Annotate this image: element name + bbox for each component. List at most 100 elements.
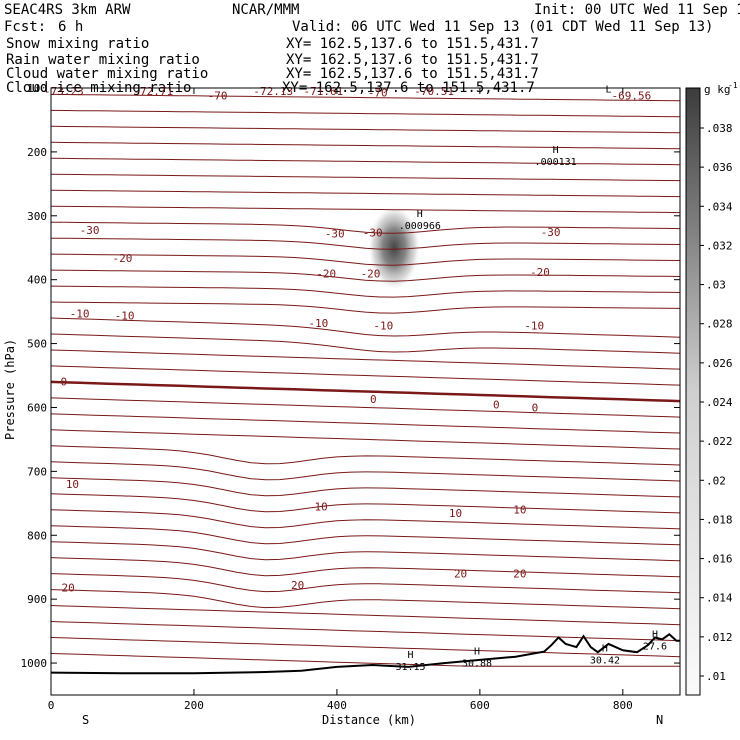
contour-label: 10 [513, 504, 526, 517]
field-xy-snow: XY= 162.5,137.6 to 151.5,431.7 [286, 36, 539, 52]
extremum-mark: H [602, 644, 608, 655]
terrain-line [50, 633, 680, 675]
contour-label: -10 [373, 320, 393, 333]
field-xy-cloud-water: XY= 162.5,137.6 to 151.5,431.7 [286, 66, 539, 82]
axes: 0 200 400 600 800100200300400500600700800900… [21, 82, 680, 712]
x-axis-label: Distance (km) [322, 713, 416, 727]
isotherm-line [50, 109, 681, 118]
y-tick-label: 1000 [21, 657, 48, 670]
y-tick-label: 100 [27, 82, 47, 95]
isotherm-line [50, 253, 681, 266]
isotherm-line [50, 493, 681, 514]
isotherm-line [50, 141, 681, 150]
isotherm-line [50, 541, 681, 562]
contour-label: -20 [530, 266, 550, 279]
contour-labels: -73.23 -72.71 -70 -72.13 -71.61 -70 -70.51 -69.… [44, 85, 651, 594]
colorbar-tick-label: .024 [706, 396, 733, 409]
contour-label: -70.51 [414, 85, 454, 98]
contour-label: -30 [80, 224, 100, 237]
plot-frame [50, 87, 681, 696]
fcst-value: 6 h [58, 19, 83, 35]
colorbar-tick-label: .034 [706, 200, 733, 213]
colorbar-tick-label: .032 [706, 239, 733, 252]
model-label: SEAC4RS 3km ARW [4, 2, 131, 18]
colorbar-tick-label: .01 [706, 670, 726, 683]
isotherm-line [50, 413, 681, 434]
x-tick-label: 800 [613, 699, 633, 712]
contour-label: -72.13 [253, 85, 293, 98]
contour-label: -30 [541, 226, 561, 239]
x-tick-label: 400 [327, 699, 347, 712]
isotherm-line [50, 125, 681, 134]
fcst-label: Fcst: [4, 19, 46, 35]
x-tick-label: 0 [48, 699, 55, 712]
extremum-mark: H [553, 145, 559, 156]
colorbar-unit: g kg [704, 83, 731, 96]
contour-label: -30 [363, 226, 383, 239]
y-tick-label: 200 [27, 146, 47, 159]
field-label-rain: Rain water mixing ratio [6, 52, 200, 68]
isotherm-line [50, 173, 681, 182]
colorbar [685, 87, 701, 696]
isotherm-line [50, 237, 681, 250]
colorbar-tick-label: .038 [706, 122, 733, 135]
snow-blob [368, 206, 420, 290]
isotherm-line [50, 301, 681, 314]
colorbar-ticks: .01 .012 .014 .016 .018 .02 .022 .024 .026 .028 .0… [700, 122, 733, 683]
colorbar-tick-label: .012 [706, 631, 733, 644]
contour-label: -20 [316, 267, 336, 280]
contour-label: -70 [208, 90, 228, 103]
contour-label: -69.56 [612, 90, 652, 103]
contour-label: 10 [66, 478, 79, 491]
center-label: NCAR/MMM [232, 2, 299, 18]
extremum-mark: H [408, 650, 414, 661]
extremum-value: .000966 [399, 221, 441, 232]
isotherm-line [50, 269, 681, 282]
isotherm-line [50, 380, 681, 403]
colorbar-tick-label: .036 [706, 161, 733, 174]
extremum-mark: H [417, 209, 423, 220]
isotherm-line [50, 461, 681, 482]
colorbar-tick-label: .022 [706, 435, 733, 448]
contour-label: -70 [368, 86, 388, 99]
contour-label: -10 [115, 309, 135, 322]
x-tick-label: 600 [470, 699, 490, 712]
y-tick-label: 400 [27, 274, 47, 287]
isotherm-line [50, 525, 681, 546]
contour-label: 20 [454, 568, 467, 581]
colorbar-tick-label: .02 [706, 474, 726, 487]
isotherm-line [50, 397, 681, 418]
extremum-value: 30.42 [590, 656, 620, 667]
colorbar-tick-label: .016 [706, 553, 733, 566]
y-tick-label: 300 [27, 210, 47, 223]
extremum-value: 27.6 [643, 641, 667, 652]
isotherm-line [50, 317, 681, 338]
contour-label: -10 [70, 308, 90, 321]
contour-label: -20 [113, 252, 133, 265]
isotherm-line [50, 653, 680, 667]
colorbar-tick-label: .018 [706, 513, 733, 526]
x-axis-left-end: S [82, 713, 89, 727]
isotherm-line [50, 93, 681, 102]
contour-label: -10 [524, 320, 544, 333]
isotherm-line [50, 349, 681, 370]
contour-label: 0 [61, 375, 68, 388]
extremum-mark: H [652, 629, 658, 640]
x-axis-right-end: N [656, 713, 663, 727]
y-axis-label: Pressure (hPa) [3, 339, 17, 440]
contour-label: 0 [493, 398, 500, 411]
extremum-value: 31.15 [395, 662, 425, 673]
contour-label: -73.23 [44, 85, 84, 98]
contour-label: -72.71 [133, 85, 173, 98]
isotherm-line [50, 445, 681, 466]
valid-time: Valid: 06 UTC Wed 11 Sep 13 (01 CDT Wed … [292, 19, 713, 35]
isotherm-line [50, 557, 681, 578]
colorbar-tick-label: .028 [706, 318, 733, 331]
isotherm-line [50, 621, 681, 642]
extremum-mark: L [606, 84, 612, 95]
field-label-snow: Snow mixing ratio [6, 36, 149, 52]
isotherm-line [50, 605, 681, 626]
extremum-value: 30.88 [462, 659, 492, 670]
y-tick-label: 500 [27, 338, 47, 351]
